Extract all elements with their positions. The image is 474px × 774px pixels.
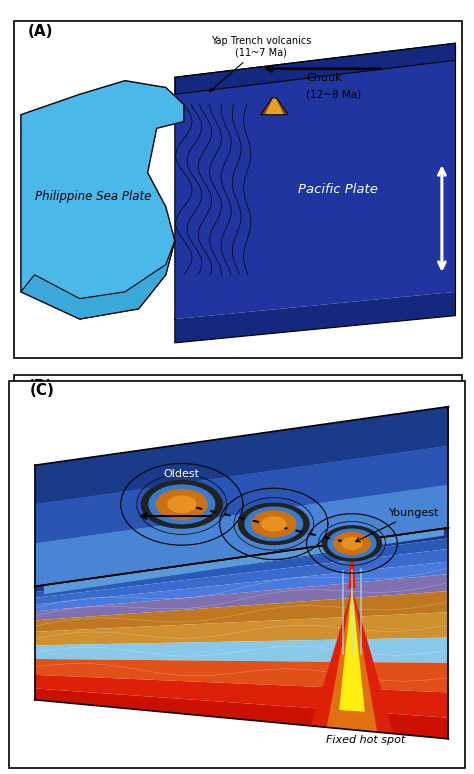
Polygon shape [35,688,448,739]
Polygon shape [262,517,286,531]
Polygon shape [35,446,448,543]
Polygon shape [35,659,448,693]
Polygon shape [339,560,365,712]
Polygon shape [21,602,193,662]
Polygon shape [35,612,448,646]
Polygon shape [156,489,207,519]
Polygon shape [175,292,456,343]
Polygon shape [323,526,382,561]
Polygon shape [102,655,229,718]
Text: (12~8 Ma): (12~8 Ma) [306,90,361,100]
Polygon shape [261,98,288,115]
Polygon shape [35,675,448,717]
Text: Oldest: Oldest [164,469,200,479]
Polygon shape [44,418,444,594]
Polygon shape [35,485,448,587]
Text: (A): (A) [27,24,53,39]
Polygon shape [21,241,175,319]
Polygon shape [328,529,376,557]
Polygon shape [44,418,444,505]
Polygon shape [170,401,456,450]
Text: Chuuk: Chuuk [306,73,342,83]
Polygon shape [35,406,448,505]
Polygon shape [281,481,304,496]
Text: (2~1 Ma): (2~1 Ma) [341,480,389,489]
Polygon shape [21,80,184,319]
Polygon shape [284,482,301,496]
Text: (8~0.9 Ma): (8~0.9 Ma) [232,448,290,458]
Text: Caroline Ridge: Caroline Ridge [231,509,318,533]
Polygon shape [35,549,448,604]
Polygon shape [168,496,196,512]
Polygon shape [222,474,245,489]
Polygon shape [35,406,448,587]
Polygon shape [35,638,448,663]
Text: Youngest: Youngest [356,508,439,542]
Text: (B): (B) [27,378,53,394]
Polygon shape [265,98,284,115]
Polygon shape [21,416,202,662]
Polygon shape [175,60,456,319]
Polygon shape [141,481,222,528]
Polygon shape [149,485,215,524]
Text: Pohnpei: Pohnpei [238,432,283,442]
Polygon shape [35,574,448,621]
Polygon shape [35,591,448,632]
Polygon shape [332,508,352,521]
Polygon shape [342,537,362,550]
Polygon shape [238,503,309,545]
Text: Fixed hot spot: Fixed hot spot [326,735,405,745]
Polygon shape [245,507,302,541]
Polygon shape [175,43,456,94]
Text: Yap Trench volcanics
(11~7 Ma): Yap Trench volcanics (11~7 Ma) [210,36,311,91]
Text: (C): (C) [30,383,55,398]
Polygon shape [193,471,397,557]
Polygon shape [35,539,448,598]
Polygon shape [35,562,448,611]
Polygon shape [170,612,456,673]
Polygon shape [226,475,242,489]
Polygon shape [44,485,444,594]
Polygon shape [44,450,444,543]
Text: Kosrae: Kosrae [346,464,384,474]
Polygon shape [252,511,296,537]
Polygon shape [310,555,393,734]
Polygon shape [334,533,370,554]
Polygon shape [170,426,456,637]
Text: Philippine Sea Plate: Philippine Sea Plate [35,190,152,203]
Polygon shape [35,528,448,592]
Polygon shape [327,557,377,732]
Text: Pacific Plate: Pacific Plate [298,183,378,196]
Text: Pacific Plate: Pacific Plate [122,416,198,429]
Polygon shape [335,509,349,521]
